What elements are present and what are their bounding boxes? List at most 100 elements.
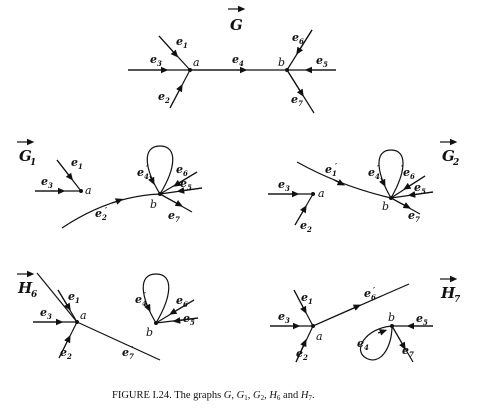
svg-text:2: 2 [302,353,308,362]
svg-text:G: G [230,16,243,34]
svg-text:e: e [364,287,371,300]
edge-e6: e 6 [286,29,313,71]
svg-text:e: e [291,93,298,106]
svg-text:e: e [325,163,332,176]
svg-text:3: 3 [285,184,290,193]
svg-text:3: 3 [48,181,53,190]
edge-e5-h7: e 5 [392,312,433,330]
edge-e4p-g1: e 4 ′ [137,145,174,195]
svg-text:e: e [403,166,410,179]
svg-text:1: 1 [75,296,80,305]
svg-text:7: 7 [129,352,134,361]
svg-text:7: 7 [454,295,461,305]
svg-text:G: G [19,147,32,165]
title-G2: G 2 [440,138,459,168]
svg-text:′: ′ [377,163,380,173]
svg-text:′: ′ [131,344,134,354]
edge-e2-h7: e 2 [295,325,314,363]
svg-text:2: 2 [164,96,170,105]
svg-text:e: e [137,166,144,179]
svg-text:′: ′ [144,290,147,300]
svg-text:6: 6 [299,37,304,46]
edge-e3-g1: e 3 [35,175,81,195]
svg-text:e: e [402,344,409,357]
edge-e7-g2: e 7 [390,197,421,224]
node-b-g1-label: b [150,198,157,211]
svg-text:e: e [408,209,415,222]
svg-text:e: e [301,291,308,304]
svg-text:e: e [60,346,67,359]
svg-text:e: e [232,53,239,66]
svg-text:e: e [414,181,421,194]
edge-e2-h6: e 2 [58,321,78,361]
node-b-label: b [278,56,285,69]
svg-text:e: e [300,219,307,232]
edge-e2: e 2 [158,69,191,109]
node-a-g1 [79,189,83,193]
svg-text:e: e [180,177,187,190]
edge-e1-h7: e 1 [293,289,314,327]
svg-text:6: 6 [183,169,188,178]
edge-e6-g1: e 6 [159,163,198,195]
edge-e5-g1: e 5 [159,177,203,195]
svg-text:e: e [176,294,183,307]
edge-e4: e 4 [190,53,285,74]
edge-e3: e 3 [128,53,190,74]
title-H6: H 6 [17,270,38,300]
svg-text:7: 7 [298,99,303,108]
svg-text:4: 4 [144,172,149,181]
svg-text:6: 6 [183,300,188,309]
svg-text:e: e [176,35,183,48]
svg-text:′: ′ [373,285,376,295]
node-a-label: a [193,56,200,69]
svg-text:e: e [368,166,375,179]
svg-text:e: e [176,163,183,176]
edge-e5: e 5 [287,54,336,74]
svg-text:e: e [68,290,75,303]
graph-H7: H 7 e 1 e 3 e 2 a e 6 [270,275,461,363]
svg-text:6: 6 [371,293,376,302]
svg-text:e: e [357,337,364,350]
svg-text:1: 1 [30,158,36,168]
svg-text:G: G [442,147,455,165]
svg-text:5: 5 [187,183,192,192]
svg-text:1: 1 [183,41,188,50]
svg-text:e: e [416,312,423,325]
svg-text:7: 7 [415,215,420,224]
caption: FIGURE I.24. The graphs G, G1, G2, H6 an… [112,390,315,402]
svg-text:′: ′ [335,161,338,171]
title-G: G [228,5,246,34]
edge-e7-h7: e 7 [391,325,414,363]
svg-text:3: 3 [47,312,52,321]
svg-text:3: 3 [157,59,162,68]
edge-e7p-h6: e 7 ′ [36,272,161,361]
graph-G: G e 1 e 3 e 2 a e 4 [128,5,336,114]
svg-text:4: 4 [364,343,369,352]
svg-text:e: e [158,90,165,103]
svg-text:1: 1 [78,162,83,171]
edge-e5-h6: e 5 [155,312,199,327]
svg-text:1: 1 [332,169,337,178]
svg-text:2: 2 [101,213,107,222]
edge-e6p-g2: e 6 ′ [390,163,426,199]
svg-text:2: 2 [452,158,459,168]
svg-text:5: 5 [423,318,428,327]
title-H7: H 7 [440,275,461,305]
svg-text:′: ′ [105,205,108,215]
graph-G1: G 1 e 1 e 3 a e 2 ′ b [17,138,203,229]
edge-e2-g2: e 2 [294,193,314,234]
svg-text:2: 2 [66,352,72,361]
graph-H6: H 6 e 1 e 3 e 2 a e 7 [17,270,199,361]
edge-e3-h7: e 3 [270,310,313,330]
svg-text:e: e [135,293,142,306]
svg-text:2: 2 [306,225,312,234]
edge-e5-g2: e 5 [390,181,434,199]
svg-text:7: 7 [409,350,414,359]
title-G1: G 1 [17,138,36,168]
svg-text:′: ′ [366,334,369,344]
edge-e1: e 1 [158,35,191,71]
svg-text:e: e [122,346,129,359]
svg-text:e: e [95,207,102,220]
svg-text:5: 5 [323,60,328,69]
